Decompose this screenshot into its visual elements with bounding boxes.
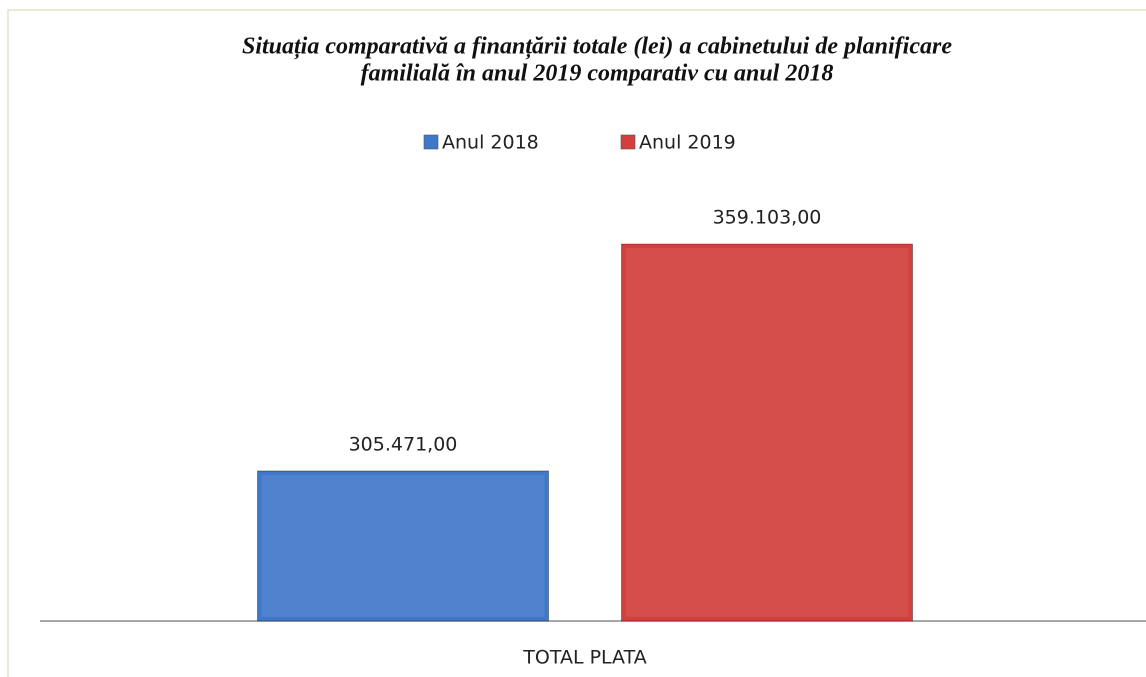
chart-title-line: Situația comparativă a finanțării totale…	[242, 34, 952, 60]
bar-shade	[625, 248, 909, 618]
bar	[257, 470, 549, 622]
chart-title-line: familială în anul 2019 comparativ cu anu…	[361, 61, 834, 87]
value-label: 359.103,00	[713, 207, 822, 229]
chart-frame	[7, 9, 1146, 677]
legend-label: Anul 2019	[639, 132, 736, 154]
legend-swatch	[620, 134, 636, 150]
legend-swatch	[423, 134, 439, 150]
bar	[621, 243, 913, 622]
x-tick-label: TOTAL PLATA	[522, 647, 646, 669]
bar-shade	[261, 474, 545, 617]
legend-label: Anul 2018	[442, 132, 539, 154]
value-label: 305.471,00	[349, 433, 458, 455]
